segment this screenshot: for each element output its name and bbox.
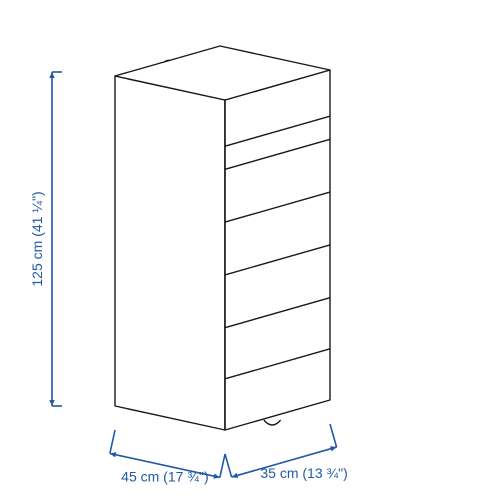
- dimension-diagram: 125 cm (41 ¼") 45 cm (17 ¾") 35 cm (13 ¾"): [0, 0, 500, 500]
- diagram-svg: 125 cm (41 ¼") 45 cm (17 ¾") 35 cm (13 ¾"): [0, 0, 500, 500]
- dimension-width-label: 45 cm (17 ¾"): [121, 468, 208, 484]
- dimension-height-label: 125 cm (41 ¼"): [29, 191, 45, 286]
- dimension-depth-label: 35 cm (13 ¾"): [260, 465, 347, 481]
